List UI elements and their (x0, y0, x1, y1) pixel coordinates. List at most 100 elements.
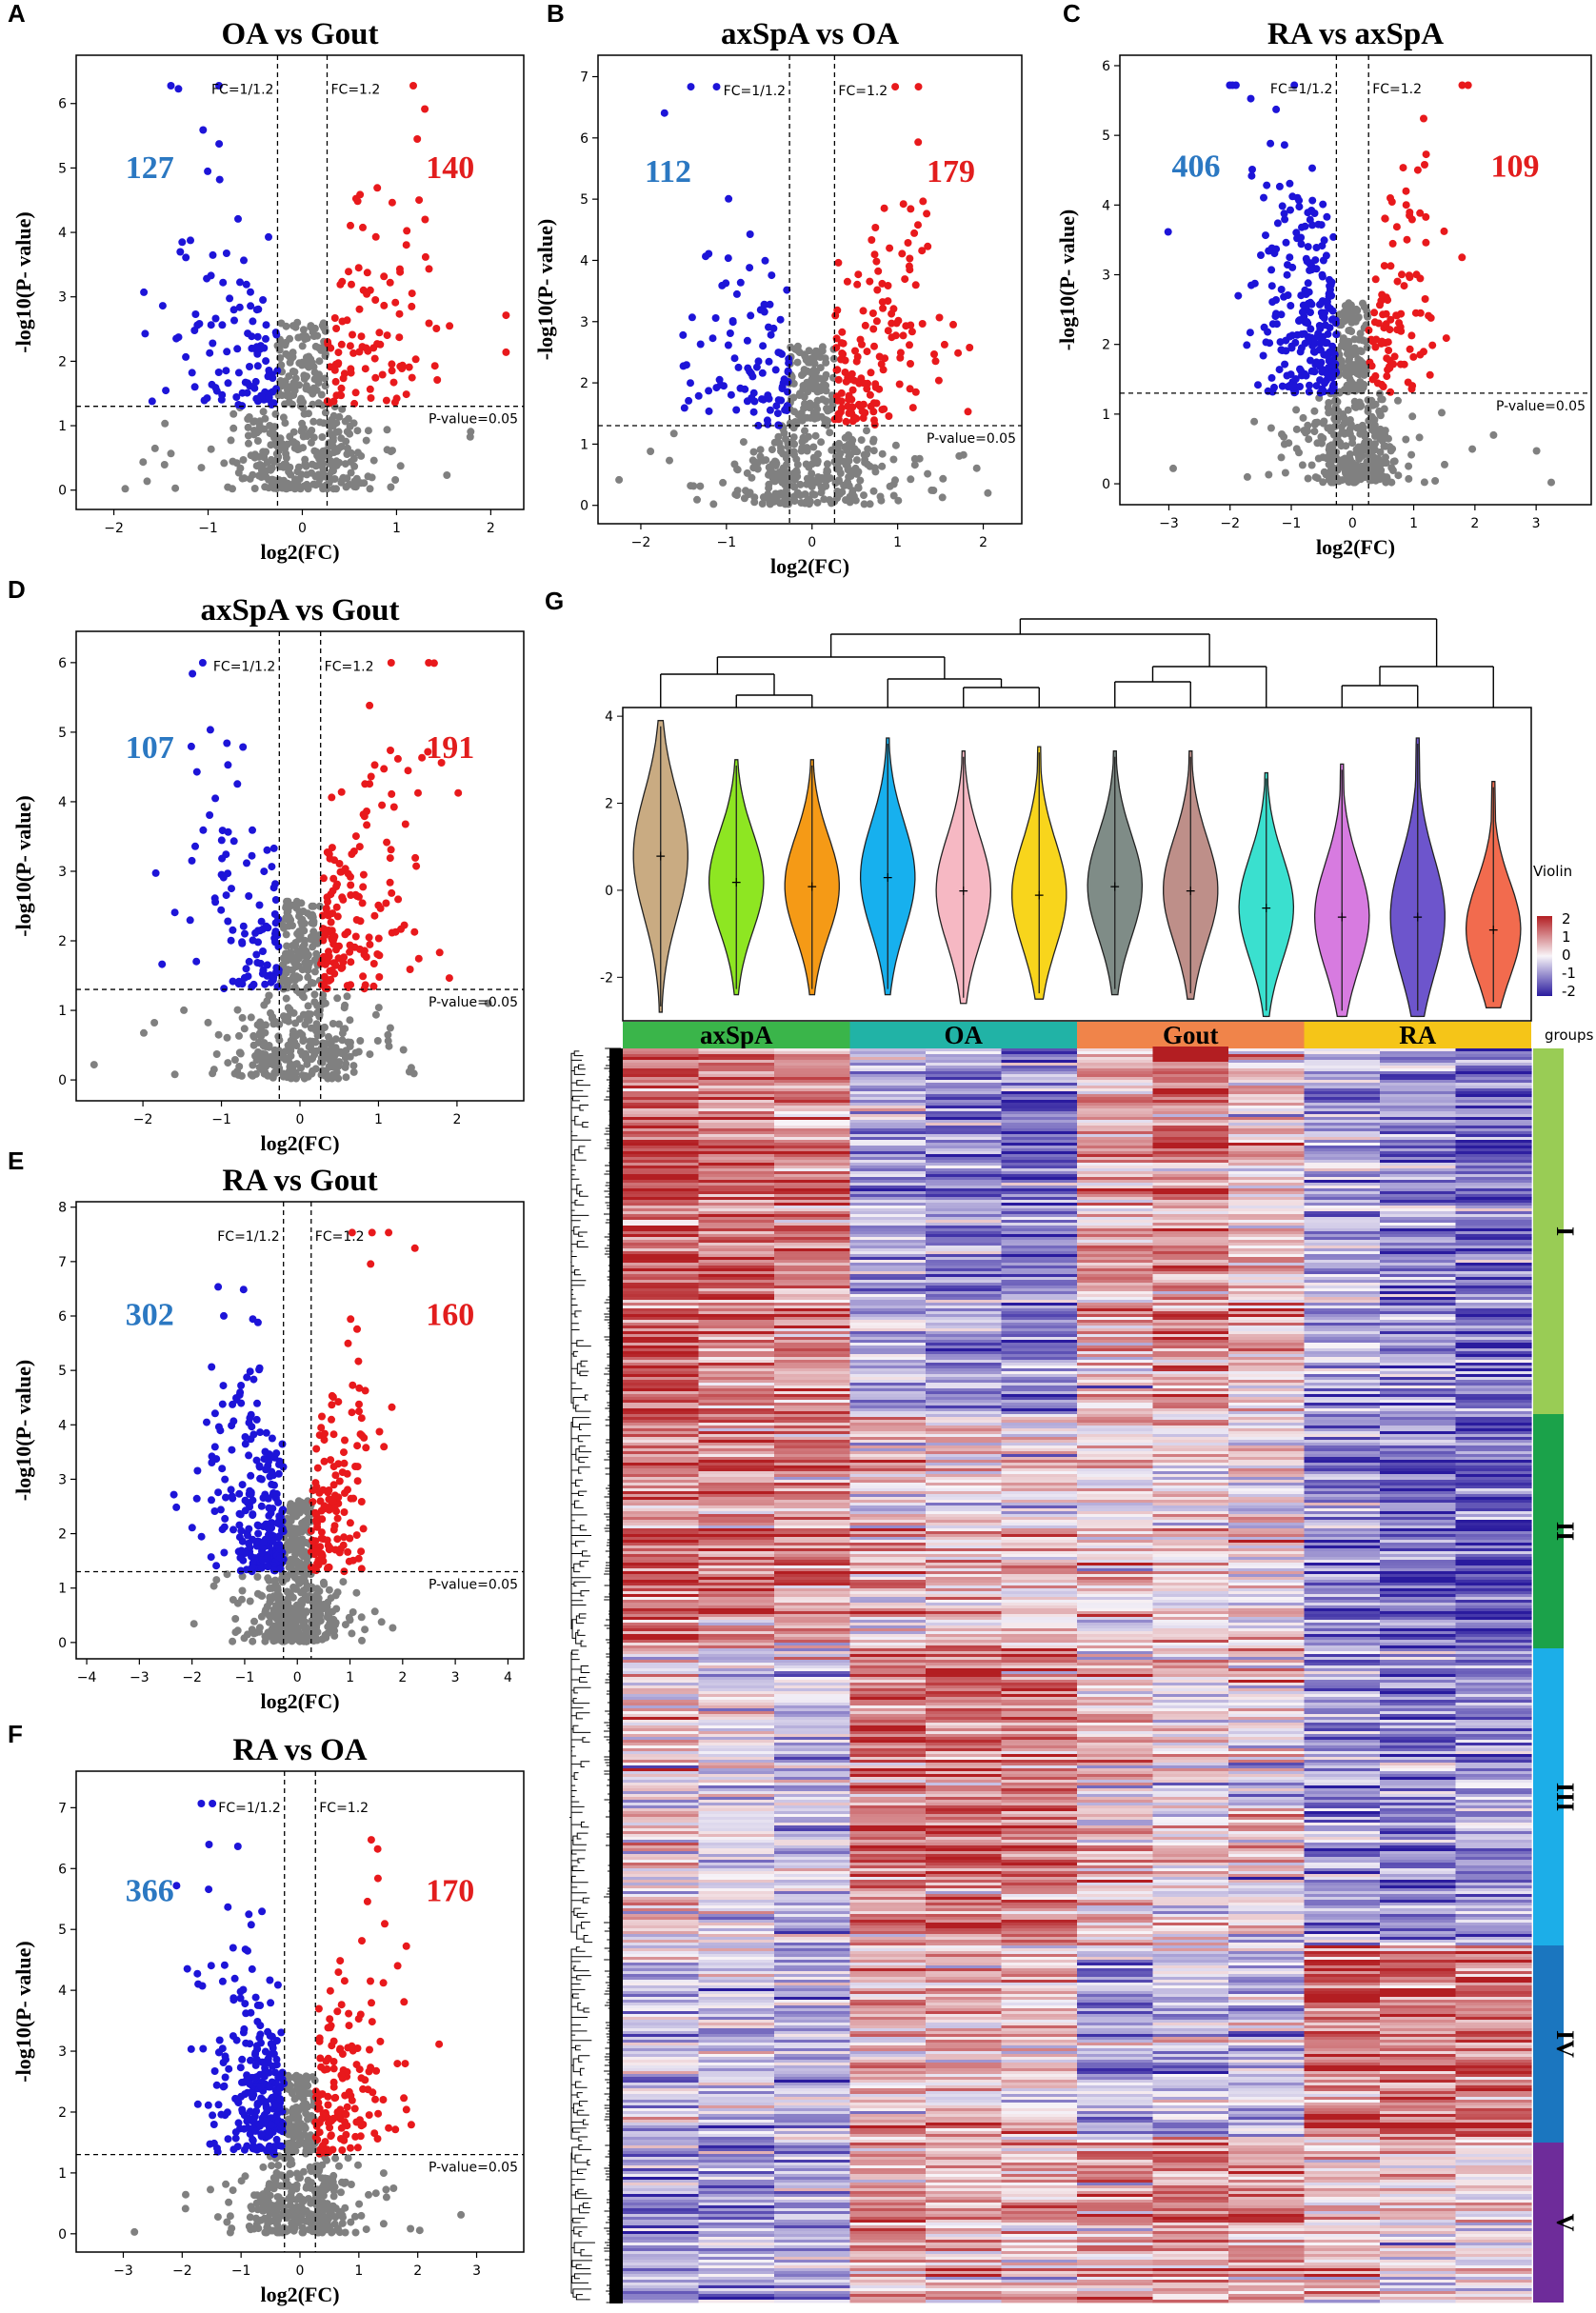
up-count: 179 (927, 154, 975, 189)
point-ns (811, 431, 820, 440)
point-ns (391, 476, 400, 484)
point-up (851, 347, 859, 355)
point-up (354, 2015, 363, 2024)
point-ns (774, 432, 783, 441)
group-label: Gout (1163, 1021, 1219, 1049)
point-down (229, 926, 237, 934)
point-ns (750, 498, 759, 507)
point-ns (869, 447, 878, 455)
point-up (378, 801, 387, 809)
point-ns (1328, 408, 1337, 415)
point-up (318, 1412, 326, 1421)
point-down (258, 1907, 267, 1916)
point-down (242, 2009, 250, 2018)
point-down (239, 1286, 248, 1294)
point-ns (282, 338, 290, 347)
point-ns (276, 354, 285, 362)
point-down (224, 827, 232, 836)
point-ns (291, 942, 300, 950)
point-up (350, 2104, 359, 2113)
point-ns (313, 1636, 321, 1645)
point-up (336, 867, 345, 876)
point-ns (362, 2225, 370, 2234)
heatmap-cell (1228, 1048, 1306, 1052)
heatmap-cell (623, 1071, 700, 1075)
point-down (238, 938, 247, 947)
point-down (1323, 212, 1331, 221)
point-up (404, 767, 412, 775)
point-ns (322, 1068, 329, 1076)
point-up (343, 1469, 351, 1478)
point-down (158, 960, 167, 968)
point-down (249, 826, 256, 834)
point-ns (222, 2180, 230, 2188)
heatmap-cell (774, 1054, 851, 1058)
point-ns (286, 2161, 294, 2169)
point-ns (303, 984, 311, 992)
data-points (615, 83, 992, 508)
point-ns (833, 456, 842, 465)
heatmap-cell (1228, 1060, 1306, 1064)
point-ns (329, 2174, 337, 2183)
point-up (333, 1535, 342, 1544)
point-down (260, 867, 269, 876)
point-ns (1405, 462, 1413, 470)
point-ns (269, 1054, 278, 1062)
point-up (924, 242, 932, 250)
point-ns (332, 447, 341, 455)
point-ns (287, 1051, 295, 1060)
point-up (1378, 380, 1386, 389)
point-down (722, 279, 730, 288)
point-ns (816, 352, 825, 361)
point-up (331, 377, 340, 386)
point-up (432, 325, 441, 332)
point-down (1247, 94, 1255, 103)
point-ns (271, 2180, 280, 2188)
y-tick-label: 2 (58, 2105, 67, 2121)
point-ns (797, 414, 806, 422)
point-up (337, 391, 346, 400)
point-down (243, 859, 250, 867)
point-down (1234, 291, 1243, 300)
point-down (217, 2110, 226, 2119)
point-ns (301, 2124, 309, 2132)
point-up (367, 1836, 375, 1844)
point-ns (759, 493, 768, 502)
point-ns (285, 398, 293, 407)
point-ns (314, 399, 323, 408)
point-down (782, 404, 790, 412)
point-ns (355, 2200, 364, 2208)
point-up (902, 322, 910, 330)
point-ns (298, 419, 307, 428)
heatmap-cell (623, 1066, 700, 1069)
point-down (724, 341, 732, 349)
point-down (765, 357, 773, 366)
point-up (337, 2124, 346, 2132)
point-up (407, 2121, 415, 2129)
point-up (347, 2144, 354, 2152)
point-down (226, 294, 234, 303)
point-up (393, 754, 402, 763)
point-up (1387, 262, 1395, 270)
point-down (743, 336, 751, 345)
heatmap-cell (1380, 1057, 1457, 1061)
point-ns (808, 370, 817, 379)
point-ns (320, 1580, 329, 1588)
point-up (908, 404, 917, 412)
point-down (771, 366, 780, 374)
point-up (874, 267, 883, 275)
point-down (1286, 332, 1294, 341)
point-ns (299, 326, 308, 334)
point-ns (300, 993, 308, 1002)
point-down (253, 332, 262, 341)
point-ns (1380, 405, 1388, 413)
point-down (257, 2130, 266, 2139)
point-ns (815, 387, 824, 395)
point-up (1381, 214, 1389, 223)
point-ns (301, 1054, 309, 1063)
x-tick-label: −1 (1282, 516, 1302, 531)
point-down (193, 2100, 202, 2108)
point-up (383, 838, 391, 847)
point-down (268, 863, 276, 871)
